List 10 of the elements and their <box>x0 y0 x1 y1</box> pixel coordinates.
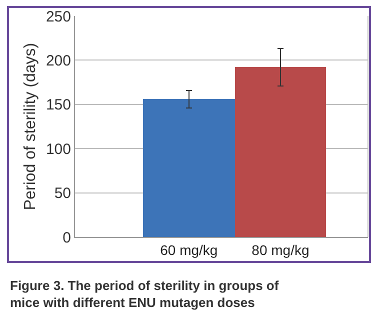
y-tick-label: 200 <box>46 52 71 70</box>
y-tick-label: 250 <box>46 8 71 26</box>
x-tick-label: 60 mg/kg <box>160 242 218 258</box>
y-axis-title: Period of sterility (days) <box>22 42 39 210</box>
y-tick-label: 0 <box>62 229 71 246</box>
y-tick-label: 100 <box>46 140 71 158</box>
x-tick-label: 80 mg/kg <box>252 242 310 258</box>
caption: Figure 3. The period of sterility in groups of mice with different ENU mutagen doses <box>10 278 280 310</box>
y-tick-label: 150 <box>46 96 71 114</box>
y-tick-label: 50 <box>54 185 71 202</box>
